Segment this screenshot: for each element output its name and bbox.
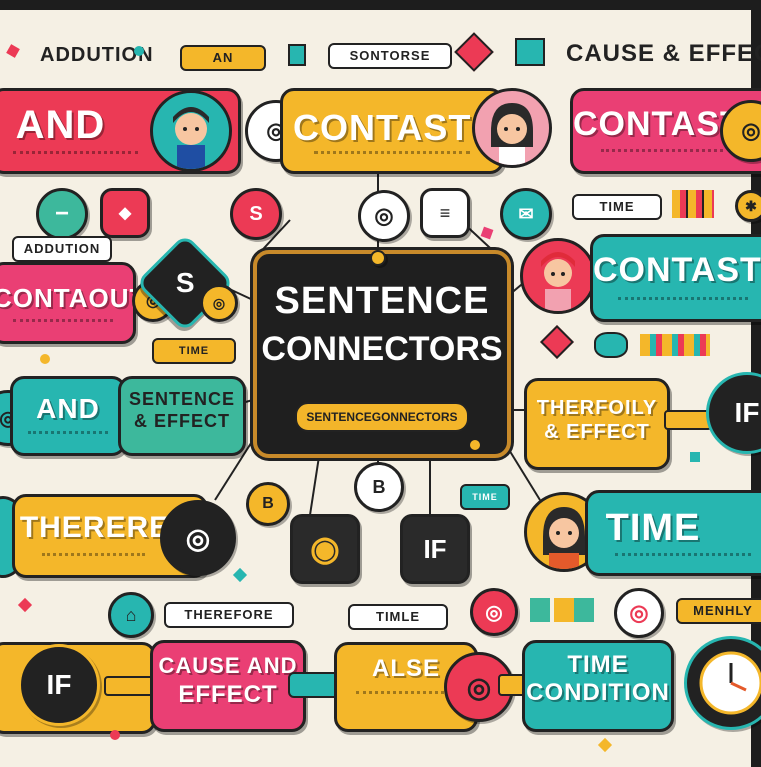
confetti-2 <box>134 46 144 56</box>
time-label: TIME <box>605 507 701 549</box>
center-subtitle: SENTENCEGONNECTORS <box>295 402 469 432</box>
and-teal-label: AND <box>36 393 100 424</box>
if-square: IF <box>400 514 470 584</box>
b-circle-left: B <box>246 482 290 526</box>
contast-teal-label: CONTAST <box>593 251 761 289</box>
time-line2: CONDITION <box>526 679 670 706</box>
cause-line2: EFFECT <box>178 681 278 708</box>
center-title-line2: CONNECTORS <box>261 330 503 368</box>
gold-ring-right: ◎ <box>200 284 238 322</box>
top-border <box>0 0 761 10</box>
contast-right-dots <box>601 149 723 155</box>
avatar-boy <box>150 90 232 172</box>
sontorse-tag: SONTORSE <box>328 43 452 69</box>
s-diamond-label: S <box>175 267 195 298</box>
time-line1: TIME <box>567 651 629 678</box>
s-circle-icon: S <box>230 188 282 240</box>
addition-tag: ADDUTION <box>12 236 112 262</box>
contaout-card: CONTAOUT <box>0 262 136 344</box>
contast-teal-dots <box>618 297 748 303</box>
small-gear-icon: ✱ <box>735 190 761 222</box>
therefore-tag: THEREFORE <box>164 602 294 628</box>
contast-right-label: CONTAST <box>573 105 742 143</box>
confetti-stripes <box>640 334 710 356</box>
cause-line1: CAUSE AND <box>158 653 298 678</box>
sentence-effect-card: SENTENCE & EFFECT <box>118 376 246 456</box>
confetti-8 <box>690 452 700 462</box>
and-teal-card: AND <box>10 376 126 456</box>
timle-tag: TIMLE <box>348 604 448 630</box>
confetti-book <box>515 38 545 66</box>
time-tag: TIME <box>572 194 662 220</box>
contaout-label: CONTAOUT <box>0 283 133 313</box>
therefore-dots <box>41 553 145 559</box>
red-ring-icon: ◎ <box>470 588 518 636</box>
therefore-label: THERERE <box>19 511 171 544</box>
contaout-dots <box>12 319 114 325</box>
sentence-effect-line1: SENTENCE <box>128 389 235 409</box>
therefly-card: THERFOILY & EFFECT <box>524 378 670 470</box>
target-dark-circle: ◎ <box>160 500 236 576</box>
therefly-line2: & EFFECT <box>544 421 650 443</box>
time-mini-tag: TIME <box>460 484 510 510</box>
target-circle-icon: ◎ <box>358 190 410 242</box>
contast-teal-card: CONTAST <box>590 234 761 322</box>
confetti-7 <box>470 440 480 450</box>
rainbow-ring-icon: ◎ <box>614 588 664 638</box>
sentence-effect-line2: & EFFECT <box>134 411 230 431</box>
confetti-4 <box>40 354 50 364</box>
time-condition-card: TIME CONDITION <box>522 640 674 732</box>
if-dark-circle: IF <box>18 644 100 726</box>
alse-dots <box>356 691 456 697</box>
and-tag: AN <box>180 45 266 71</box>
document-icon: ≡ <box>420 188 470 238</box>
contast-card-label: CONTAST <box>293 107 472 148</box>
center-title-box: SENTENCE CONNECTORS SENTENCEGONNECTORS <box>253 250 511 458</box>
time-dots <box>614 553 752 559</box>
arrow-connector <box>664 410 712 430</box>
teal-gear-icon: ⌂ <box>108 592 154 638</box>
confetti-blocks <box>530 598 598 622</box>
menhly-tag: MENHLY <box>676 598 761 624</box>
cause-effect-card: CAUSE AND EFFECT <box>150 640 306 732</box>
avatar-boy-red <box>520 238 596 314</box>
confetti-square <box>288 44 306 66</box>
b-circle-center: B <box>354 462 404 512</box>
contast-card: CONTAST <box>280 88 504 174</box>
confetti-bars <box>672 190 714 218</box>
contast-card-dots <box>313 151 471 157</box>
avatar-girl <box>472 88 552 168</box>
cause-effect-header: CAUSE & EFFECT <box>566 40 761 67</box>
clock-icon <box>684 636 761 730</box>
confetti-fish <box>594 332 628 358</box>
time-card: TIME <box>585 490 761 576</box>
center-title-line1: SENTENCE <box>274 280 490 322</box>
chat-circle-icon: ✉ <box>500 188 552 240</box>
minus-circle-icon: − <box>36 188 88 240</box>
target-square-icon: ◉ <box>290 514 360 584</box>
time-small-tag: TIME <box>152 338 236 364</box>
addition-header: ADDUTION <box>40 44 154 66</box>
center-top-node <box>370 250 386 266</box>
therefly-line1: THERFOILY <box>536 397 658 419</box>
and-card-label: AND <box>15 103 106 147</box>
and-card-dots <box>13 151 138 157</box>
shape-square-icon: ◆ <box>100 188 150 238</box>
alse-label: ALSE <box>371 655 440 682</box>
and-teal-dots <box>28 431 108 437</box>
confetti-9 <box>110 730 120 740</box>
